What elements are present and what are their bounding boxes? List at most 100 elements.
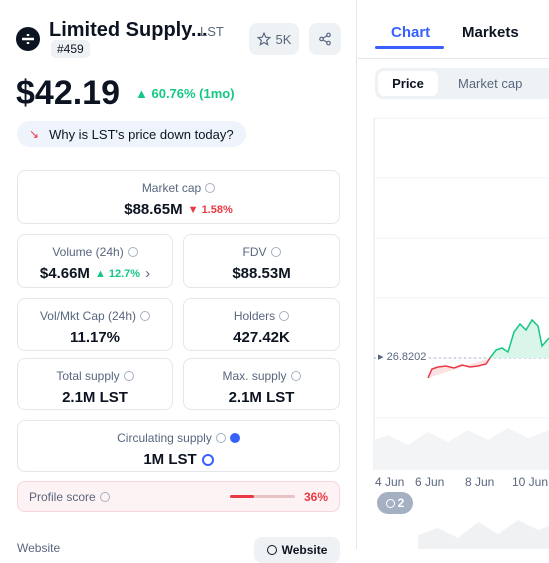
stat-value: 11.17%	[69, 329, 121, 346]
website-button[interactable]: Website	[254, 537, 340, 563]
decoration	[374, 428, 549, 470]
stat-label: Volume (24h)	[52, 245, 124, 259]
watchlist-button[interactable]: 5K	[249, 23, 299, 55]
stat-label: Holders	[233, 309, 276, 323]
decoration	[319, 32, 331, 46]
decoration: 2.1M LST	[184, 389, 339, 406]
decoration	[428, 358, 490, 378]
decoration	[418, 520, 549, 549]
decoration	[205, 183, 216, 193]
body: Limited Supply... LST #459 5K $42.19 ▲ 6…	[16, 0, 549, 563]
decoration: ↘	[29, 127, 40, 141]
decoration	[99, 492, 110, 502]
left-panel: Limited Supply... LST #459 5K $42.19 ▲ 6…	[16, 0, 357, 563]
decoration	[319, 32, 331, 46]
right-panel: Chart Markets Price Market cap ▸ 26.8202…	[358, 0, 549, 549]
x-label: 8 Jun	[465, 475, 495, 489]
stat-change: 1.58%	[201, 203, 233, 216]
event-badge-count: 2	[397, 496, 405, 510]
decoration	[127, 247, 138, 257]
page: {"header": {"name": "Limited Supply...",…	[16, 0, 549, 563]
reference-price: ▸ 26.8202	[376, 350, 429, 363]
stat-card[interactable]: Volume (24h) $4.66M ▲ 12.7% ›	[17, 234, 173, 288]
decoration: Market cap	[18, 181, 339, 195]
toggle-price[interactable]: Price	[378, 71, 438, 96]
decoration	[358, 58, 549, 59]
stat-value: 2.1M LST	[62, 389, 128, 406]
stat-card: Total supply 2.1M LST	[17, 358, 173, 410]
price-change-value: 60.76% (1mo)	[151, 86, 235, 101]
decoration: Profile score	[29, 490, 110, 504]
stat-card: Holders 427.42K	[183, 298, 340, 351]
coin-logo	[16, 27, 40, 51]
tab-chart[interactable]: Chart	[391, 24, 431, 41]
stat-value: $88.53M	[232, 265, 291, 282]
decoration	[229, 433, 240, 443]
decoration: $4.66M ▲ 12.7% ›	[18, 265, 172, 282]
stat-card: Market cap $88.65M ▼ 1.58%	[17, 170, 340, 224]
decoration: ›	[145, 265, 151, 282]
chart-toggle: Price Market cap	[375, 68, 549, 99]
decoration	[123, 371, 134, 381]
decoration	[490, 320, 549, 358]
decoration: $88.53M	[184, 265, 339, 282]
watchlist-count: 5K	[275, 31, 292, 47]
decoration: Circulating supply	[18, 431, 339, 445]
decoration	[326, 32, 331, 38]
decoration	[290, 371, 301, 381]
decoration	[322, 35, 328, 43]
event-badge[interactable]: 2	[377, 492, 413, 514]
decoration: 11.17%	[18, 329, 172, 346]
stat-label: Total supply	[56, 369, 120, 383]
profile-score-value: 36%	[303, 490, 328, 504]
decoration	[385, 498, 395, 508]
decoration: Holders	[184, 309, 339, 323]
decoration	[319, 36, 324, 42]
decoration: 427.42K	[184, 329, 339, 346]
decoration: Total supply	[18, 369, 172, 383]
website-button-text: Website	[281, 543, 328, 557]
price-chart	[373, 117, 549, 549]
reference-price-value: 26.8202	[386, 351, 427, 363]
decoration	[270, 247, 281, 257]
stat-card: Max. supply 2.1M LST	[183, 358, 340, 410]
toggle-market-cap[interactable]: Market cap	[458, 76, 523, 91]
profile-score-label: Profile score	[29, 490, 96, 504]
share-button[interactable]	[309, 23, 341, 55]
tab-markets[interactable]: Markets	[462, 24, 519, 41]
stat-value: 2.1M LST	[228, 389, 295, 406]
x-label: 10 Jun	[512, 475, 549, 489]
decoration: ▼ 1.58%	[187, 203, 233, 216]
rank-badge: #459	[51, 40, 90, 58]
why-link[interactable]: ↘ Why is LST's price down today?	[17, 121, 246, 147]
stat-value: $4.66M	[39, 265, 90, 282]
decoration	[427, 357, 491, 379]
stat-label: Vol/Mkt Cap (24h)	[39, 309, 137, 323]
stat-label: FDV	[242, 245, 267, 259]
stat-value: $88.65M	[124, 201, 183, 218]
decoration	[326, 40, 331, 46]
stat-label: Market cap	[141, 181, 202, 195]
stat-label: Max. supply	[222, 369, 287, 383]
stat-value: 427.42K	[233, 329, 290, 346]
decoration: Vol/Mkt Cap (24h)	[18, 309, 172, 323]
stat-label: Circulating supply	[117, 431, 212, 445]
profile-score: Profile score 36%	[17, 481, 340, 512]
stat-card: Circulating supply 1M LST	[17, 420, 340, 472]
why-link-text: Why is LST's price down today?	[49, 126, 234, 142]
decoration: 1M LST	[18, 451, 339, 468]
decoration	[201, 453, 214, 466]
coin-symbol: LST	[200, 24, 224, 39]
coin-name: Limited Supply...	[49, 19, 208, 41]
stat-change: 12.7%	[108, 267, 141, 280]
x-label: 4 Jun	[375, 475, 405, 489]
decoration	[215, 433, 226, 443]
decoration	[266, 545, 277, 555]
decoration: Max. supply	[184, 369, 339, 383]
decoration	[230, 495, 254, 498]
decoration: ▲ 12.7%	[94, 267, 141, 280]
tab-underline	[375, 46, 444, 49]
price: $42.19	[16, 74, 120, 112]
decoration: FDV	[184, 245, 339, 259]
decoration: $88.65M ▼ 1.58%	[18, 201, 339, 218]
